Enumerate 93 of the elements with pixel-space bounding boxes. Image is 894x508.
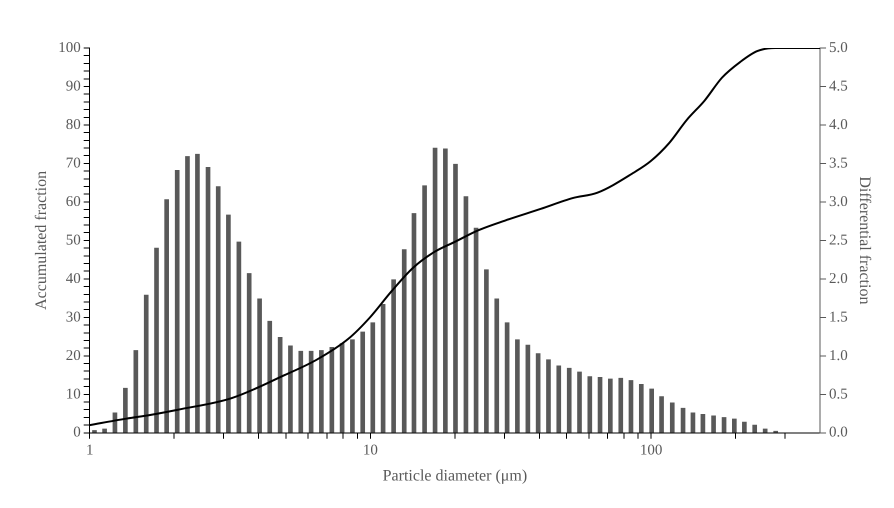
bar [526, 344, 530, 433]
bar [680, 408, 686, 433]
bar [546, 359, 551, 433]
bar [638, 384, 644, 433]
y2-axis-title: Differential fraction [856, 176, 874, 304]
y2-tick-label: 0.5 [829, 386, 848, 402]
y-tick-label: 80 [66, 116, 81, 133]
y-tick-label: 10 [66, 386, 81, 402]
y2-tick-label: 3.0 [829, 194, 848, 210]
bar [722, 417, 726, 433]
bar [154, 248, 159, 433]
y-axis-title: Accumulated fraction [32, 170, 50, 310]
bar [330, 347, 334, 433]
bar [628, 380, 634, 433]
bar [474, 228, 478, 433]
bar [422, 185, 427, 433]
y2-tick-label: 1.0 [829, 348, 848, 364]
bar [752, 424, 758, 433]
bar [185, 156, 190, 433]
bar [732, 418, 737, 433]
bar [700, 414, 706, 433]
y2-tick-label: 1.5 [829, 309, 848, 326]
bar [649, 388, 654, 433]
bar [267, 320, 272, 433]
y2-tick-label: 4.5 [829, 78, 848, 94]
y-tick-label: 50 [66, 232, 81, 248]
bar [391, 279, 396, 433]
bar [123, 388, 128, 433]
bar [102, 428, 107, 433]
bar [216, 186, 221, 433]
bar [412, 213, 416, 433]
bar [443, 148, 448, 433]
x-tick-label: 100 [640, 442, 662, 459]
y-tick-label: 60 [66, 194, 81, 210]
bar [350, 339, 355, 433]
bar [174, 170, 180, 433]
bar [226, 214, 231, 433]
y-tick-label: 70 [66, 155, 81, 172]
bar [577, 372, 582, 433]
bar [608, 378, 613, 433]
bar [690, 412, 696, 433]
bar [762, 428, 768, 433]
bar [742, 422, 747, 433]
bar [598, 377, 602, 433]
x-axis-title: Particle diameter (μm) [382, 468, 528, 485]
y2-tick-label: 3.5 [829, 155, 848, 172]
bar [536, 353, 540, 433]
bar [464, 196, 468, 433]
bar [340, 343, 344, 433]
bar [206, 166, 210, 433]
y-tick-label: 40 [66, 270, 81, 287]
bar [711, 416, 716, 433]
bar [432, 148, 438, 433]
y-tick-label: 90 [66, 78, 81, 94]
bar [236, 242, 242, 433]
bar [319, 350, 324, 433]
bar [453, 164, 458, 433]
y-tick-label: 20 [66, 348, 81, 364]
y2-tick-label: 4.0 [829, 116, 848, 133]
bar [618, 378, 624, 433]
bar [164, 199, 169, 433]
x-tick-label: 1 [86, 442, 94, 459]
y2-tick-label: 0.0 [829, 424, 848, 441]
y-tick-label: 30 [66, 309, 81, 326]
bar [380, 304, 386, 433]
bar [257, 298, 262, 433]
x-tick-label: 10 [362, 442, 378, 459]
bar [494, 298, 500, 433]
bar [134, 350, 138, 433]
bar [556, 366, 562, 433]
bar [587, 376, 592, 433]
bar [308, 350, 314, 433]
y2-tick-label: 2.5 [829, 232, 848, 248]
bar [515, 339, 520, 433]
y-tick-label: 0 [73, 424, 81, 441]
bar [92, 430, 97, 433]
bar [298, 350, 304, 433]
bar [402, 249, 407, 433]
y-tick-label: 100 [58, 40, 81, 56]
bar [370, 322, 376, 433]
bar [246, 273, 252, 433]
y2-tick-label: 2.0 [829, 270, 848, 287]
bar [278, 337, 282, 433]
bar [360, 332, 366, 433]
bar [195, 154, 200, 433]
bar [504, 322, 510, 433]
bar [484, 269, 489, 433]
bar [670, 402, 675, 433]
y2-tick-label: 5.0 [829, 40, 848, 56]
bar [144, 294, 149, 433]
bar [659, 396, 664, 433]
bar [288, 346, 293, 433]
bar [566, 368, 572, 433]
